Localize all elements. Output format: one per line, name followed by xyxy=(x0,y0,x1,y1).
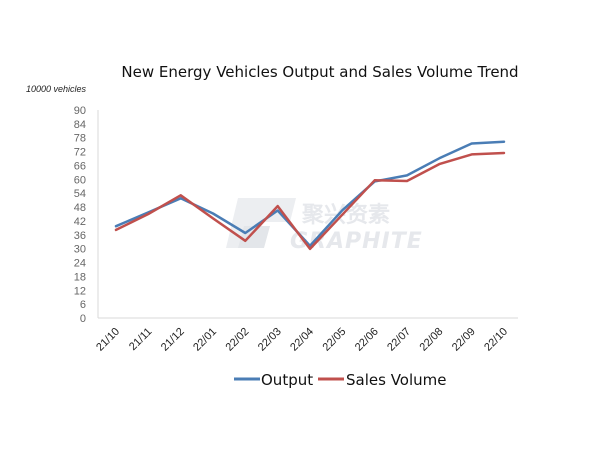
y-tick-label: 24 xyxy=(74,258,86,270)
x-tick-labels: 21/10 21/11 21/12 22/01 22/02 22/03 22/04 22/05… xyxy=(94,326,510,354)
x-tick-label: 22/06 xyxy=(353,326,381,354)
x-tick-label: 21/12 xyxy=(159,326,187,354)
y-tick-label: 0 xyxy=(80,313,86,325)
x-tick-label: 22/02 xyxy=(224,326,252,354)
y-tick-label: 90 xyxy=(74,105,86,117)
chart-title: New Energy Vehicles Output and Sales Vol… xyxy=(121,63,518,81)
y-tick-label: 60 xyxy=(74,174,86,186)
x-tick-label: 22/09 xyxy=(450,326,478,354)
watermark-text-en: GRAPHITE xyxy=(290,229,423,254)
y-tick-label: 48 xyxy=(74,202,86,214)
y-unit-label: 10000 vehicles xyxy=(26,84,87,94)
y-tick-label: 54 xyxy=(74,188,86,200)
legend-label-sales-volume: Sales Volume xyxy=(346,371,446,389)
y-tick-label: 78 xyxy=(74,133,86,145)
y-tick-label: 18 xyxy=(74,271,86,283)
x-tick-label: 22/10 xyxy=(482,326,510,354)
x-tick-label: 22/03 xyxy=(256,326,284,354)
legend: Output Sales Volume xyxy=(234,371,446,389)
y-tick-label: 36 xyxy=(74,230,86,242)
x-tick-label: 22/08 xyxy=(418,326,446,354)
y-tick-label: 6 xyxy=(80,299,86,311)
x-tick-label: 21/10 xyxy=(94,326,122,354)
y-tick-label: 12 xyxy=(74,285,86,297)
series-line-output xyxy=(114,140,506,248)
x-tick-label: 22/07 xyxy=(385,326,413,354)
x-tick-label: 22/05 xyxy=(321,326,349,354)
y-tick-label: 84 xyxy=(74,119,86,131)
series-lines xyxy=(114,140,506,251)
x-tick-label: 22/04 xyxy=(288,326,316,354)
y-tick-label: 42 xyxy=(74,216,86,228)
series-line-sales-volume xyxy=(114,151,506,251)
legend-label-output: Output xyxy=(261,371,313,389)
x-tick-label: 21/11 xyxy=(127,326,154,353)
x-tick-label: 22/01 xyxy=(191,326,219,354)
y-tick-label: 66 xyxy=(74,160,86,172)
y-tick-label: 72 xyxy=(74,147,86,159)
y-tick-label: 30 xyxy=(74,244,86,256)
